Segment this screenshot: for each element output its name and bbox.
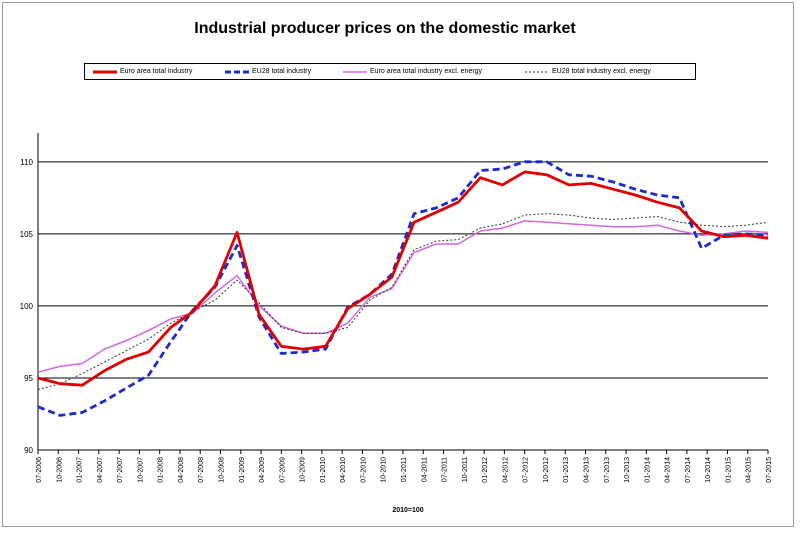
- x-tick-label: 07-2009: [279, 457, 286, 483]
- x-tick-label: 10-2006: [56, 457, 63, 483]
- x-tick-label: 07-2008: [198, 457, 205, 483]
- x-tick-label: 01-2009: [239, 457, 246, 483]
- legend-swatch-euro-area-excl-energy: [343, 70, 367, 73]
- x-tick-label: 10-2013: [624, 457, 631, 483]
- y-tick-label: 105: [20, 230, 34, 239]
- x-tick-label: 01-2007: [77, 457, 84, 483]
- x-tick-label: 10-2014: [705, 457, 712, 483]
- x-tick-label: 07-2015: [766, 457, 773, 483]
- x-tick-label: 01-2013: [563, 457, 570, 483]
- x-tick-label: 07-2014: [685, 457, 692, 483]
- y-tick-label: 110: [20, 158, 33, 167]
- x-tick-label: 10-2008: [219, 457, 226, 483]
- x-tick-label: 07-2010: [360, 457, 367, 483]
- legend-swatch-eu28-excl-energy: [525, 71, 549, 72]
- legend-label-eu28-total: EU28 total industry: [252, 68, 312, 75]
- chart-legend: Euro area total industry EU28 total indu…: [84, 63, 696, 80]
- x-tick-label: 07-2012: [523, 457, 530, 483]
- x-tick-label: 01-2011: [401, 457, 408, 482]
- x-tick-label: 10-2007: [137, 457, 144, 483]
- x-tick-label: 04-2012: [502, 457, 509, 483]
- series-line-1: [37, 160, 769, 417]
- x-tick-label: 04-2008: [178, 457, 185, 483]
- x-tick-label: 04-2014: [665, 457, 672, 483]
- legend-swatch-eu28-total: [225, 70, 249, 73]
- legend-item-euro-area-excl-energy: Euro area total industry excl. energy: [343, 64, 482, 79]
- legend-item-eu28-excl-energy: EU28 total industry excl. energy: [525, 64, 651, 79]
- x-tick-label: 01-2014: [644, 457, 651, 483]
- x-tick-label: 10-2010: [381, 457, 388, 483]
- series-line-2: [37, 220, 769, 373]
- x-axis-title: 2010=100: [392, 507, 424, 514]
- y-tick-label: 90: [24, 446, 33, 455]
- x-tick-label: 10-2009: [300, 457, 307, 483]
- x-tick-label: 01-2008: [158, 457, 165, 483]
- legend-item-eu28-total: EU28 total industry: [225, 64, 311, 79]
- series-line-0: [37, 170, 769, 387]
- x-tick-label: 07-2011: [442, 457, 449, 482]
- x-tick-label: 10-2011: [462, 457, 469, 482]
- x-tick-label: 01-2012: [482, 457, 489, 483]
- legend-label-euro-area-total: Euro area total industry: [120, 68, 193, 75]
- y-tick-label: 95: [24, 374, 33, 383]
- legend-item-euro-area-total: Euro area total industry: [93, 64, 192, 79]
- x-tick-label: 01-2010: [320, 457, 327, 483]
- chart-title: Industrial producer prices on the domest…: [194, 20, 576, 37]
- x-tick-label: 04-2010: [340, 457, 347, 483]
- x-tick-label: 04-2009: [259, 457, 266, 483]
- x-tick-label: 04-2013: [584, 457, 591, 483]
- y-tick-label: 100: [20, 302, 34, 311]
- series-line-3: [37, 213, 769, 390]
- x-tick-label: 04-2015: [746, 457, 753, 483]
- x-tick-label: 04-2011: [421, 457, 428, 482]
- x-tick-label: 07-2006: [36, 457, 43, 483]
- x-tick-label: 07-2007: [117, 457, 124, 483]
- legend-label-euro-area-excl-energy: Euro area total industry excl. energy: [370, 68, 483, 75]
- x-tick-label: 04-2007: [97, 457, 104, 483]
- legend-swatch-euro-area-total: [93, 70, 117, 73]
- x-tick-label: 10-2012: [543, 457, 550, 483]
- x-tick-label: 01-2015: [725, 457, 732, 483]
- x-tick-label: 07-2013: [604, 457, 611, 483]
- legend-label-eu28-excl-energy: EU28 total industry excl. energy: [552, 68, 651, 75]
